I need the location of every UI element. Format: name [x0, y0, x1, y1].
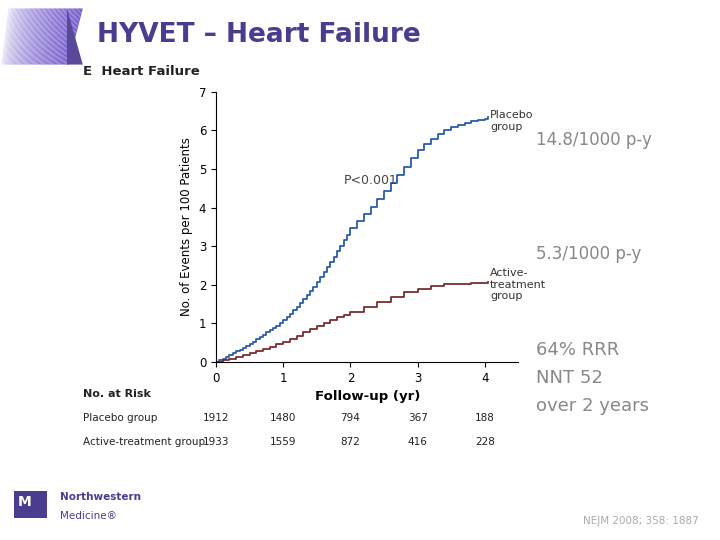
Polygon shape: [40, 9, 53, 65]
Polygon shape: [26, 9, 37, 65]
Text: P<0.001: P<0.001: [343, 174, 397, 187]
Polygon shape: [67, 9, 83, 65]
Polygon shape: [56, 9, 71, 65]
Polygon shape: [66, 9, 81, 65]
Polygon shape: [4, 9, 12, 65]
Polygon shape: [67, 9, 83, 65]
Text: Northwestern: Northwestern: [60, 492, 141, 502]
Text: 14.8/1000 p-y: 14.8/1000 p-y: [536, 131, 652, 150]
Polygon shape: [50, 9, 64, 65]
Polygon shape: [58, 9, 73, 65]
Text: 1559: 1559: [270, 437, 297, 448]
Polygon shape: [23, 9, 34, 65]
Polygon shape: [45, 9, 58, 65]
Polygon shape: [33, 9, 45, 65]
Polygon shape: [8, 9, 17, 65]
Polygon shape: [9, 9, 19, 65]
Text: Placebo group: Placebo group: [83, 413, 157, 423]
Polygon shape: [27, 9, 39, 65]
Text: 1933: 1933: [203, 437, 229, 448]
Polygon shape: [59, 9, 74, 65]
Polygon shape: [22, 9, 32, 65]
Polygon shape: [48, 9, 61, 65]
Polygon shape: [64, 9, 79, 65]
Polygon shape: [62, 9, 76, 65]
Polygon shape: [42, 9, 55, 65]
Text: M: M: [18, 495, 32, 509]
Text: Active-treatment group: Active-treatment group: [83, 437, 205, 448]
Polygon shape: [19, 9, 30, 65]
Text: HYVET – Heart Failure: HYVET – Heart Failure: [97, 22, 421, 48]
Text: 1912: 1912: [203, 413, 229, 423]
Text: Medicine®: Medicine®: [60, 511, 117, 521]
Polygon shape: [20, 9, 31, 65]
Polygon shape: [60, 9, 76, 65]
Text: Placebo
group: Placebo group: [490, 110, 534, 132]
Polygon shape: [65, 9, 81, 65]
Polygon shape: [51, 9, 66, 65]
Polygon shape: [24, 9, 35, 65]
Text: E  Heart Failure: E Heart Failure: [83, 65, 199, 78]
Polygon shape: [41, 9, 54, 65]
Polygon shape: [63, 9, 78, 65]
Text: 1480: 1480: [270, 413, 297, 423]
Polygon shape: [43, 9, 56, 65]
Polygon shape: [55, 9, 69, 65]
Polygon shape: [53, 9, 68, 65]
Text: 5.3/1000 p-y: 5.3/1000 p-y: [536, 245, 642, 263]
Polygon shape: [35, 9, 46, 65]
Polygon shape: [15, 9, 24, 65]
Y-axis label: No. of Events per 100 Patients: No. of Events per 100 Patients: [180, 137, 193, 316]
Polygon shape: [32, 9, 44, 65]
Polygon shape: [0, 9, 9, 65]
Polygon shape: [47, 9, 60, 65]
X-axis label: Follow-up (yr): Follow-up (yr): [315, 390, 420, 403]
Polygon shape: [39, 9, 51, 65]
FancyBboxPatch shape: [14, 491, 47, 518]
Text: 794: 794: [341, 413, 360, 423]
Polygon shape: [37, 9, 49, 65]
Polygon shape: [16, 9, 26, 65]
Polygon shape: [1, 9, 10, 65]
Polygon shape: [18, 9, 29, 65]
Polygon shape: [49, 9, 63, 65]
Polygon shape: [37, 9, 50, 65]
Text: 367: 367: [408, 413, 428, 423]
Polygon shape: [57, 9, 71, 65]
Text: No. at Risk: No. at Risk: [83, 389, 150, 399]
Polygon shape: [17, 9, 27, 65]
Polygon shape: [12, 9, 21, 65]
Polygon shape: [7, 9, 16, 65]
Text: Active-
treatment
group: Active- treatment group: [490, 268, 546, 301]
Polygon shape: [53, 9, 66, 65]
Text: NEJM 2008; 358: 1887: NEJM 2008; 358: 1887: [582, 516, 698, 526]
Polygon shape: [45, 9, 59, 65]
Polygon shape: [25, 9, 36, 65]
Text: 416: 416: [408, 437, 428, 448]
Text: 872: 872: [341, 437, 360, 448]
Polygon shape: [30, 9, 41, 65]
Text: 228: 228: [475, 437, 495, 448]
Polygon shape: [14, 9, 24, 65]
Polygon shape: [12, 9, 22, 65]
Polygon shape: [6, 9, 15, 65]
Polygon shape: [10, 9, 20, 65]
Polygon shape: [31, 9, 42, 65]
Polygon shape: [29, 9, 40, 65]
Text: 188: 188: [475, 413, 495, 423]
Polygon shape: [4, 9, 14, 65]
Polygon shape: [35, 9, 48, 65]
Text: 64% RRR
NNT 52
over 2 years: 64% RRR NNT 52 over 2 years: [536, 341, 649, 415]
Polygon shape: [2, 9, 11, 65]
